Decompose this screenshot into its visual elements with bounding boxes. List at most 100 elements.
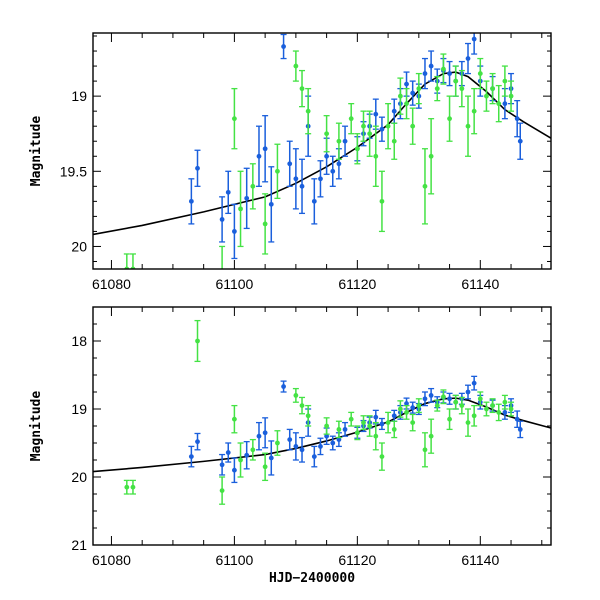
top-green-point — [434, 86, 440, 92]
bottom-green-point — [428, 433, 434, 439]
bottom-green-point — [231, 416, 237, 422]
bottom-blue-point — [268, 455, 274, 461]
bottom-green-point — [490, 403, 495, 408]
top-green-point — [471, 108, 477, 114]
top-y-tick-label: 20 — [71, 238, 87, 254]
top-green-point — [477, 71, 483, 76]
bottom-blue-point — [244, 452, 250, 458]
top-blue-point — [324, 153, 330, 159]
top-blue-point — [330, 168, 336, 174]
bottom-blue-point — [219, 462, 225, 468]
top-blue-point — [188, 198, 194, 204]
bottom-green-point — [397, 406, 403, 412]
bottom-green-point — [410, 420, 416, 425]
bottom-green-point — [496, 410, 502, 415]
bottom-blue-point — [379, 421, 385, 427]
bottom-green-point — [422, 447, 428, 453]
bottom-blue-point — [514, 416, 520, 422]
top-blue-point — [231, 229, 237, 234]
bottom-blue-point — [391, 413, 397, 419]
top-blue-point — [471, 36, 477, 42]
bottom-green-point — [484, 406, 489, 412]
bottom-green-point — [275, 440, 280, 446]
bottom-green-point — [354, 430, 360, 436]
top-blue-point — [447, 71, 452, 76]
top-green-point — [361, 123, 366, 129]
bottom-blue-point — [281, 384, 286, 389]
bottom-green-point — [324, 423, 330, 429]
top-green-point — [502, 78, 508, 84]
top-green-point — [379, 198, 385, 204]
top-blue-point — [219, 216, 225, 222]
top-green-point — [305, 108, 311, 114]
top-green-point — [354, 146, 360, 152]
top-blue-point — [244, 195, 250, 201]
top-blue-point — [225, 189, 231, 195]
top-green-point — [367, 131, 373, 137]
bottom-blue-point — [287, 437, 293, 442]
top-blue-point — [311, 198, 317, 204]
bottom-green-point — [299, 403, 305, 408]
bottom-y-tick-label: 21 — [71, 537, 87, 553]
bottom-green-point — [305, 413, 311, 419]
bottom-green-point — [367, 423, 373, 429]
bottom-green-point — [124, 484, 130, 490]
top-green-point — [441, 66, 446, 72]
bottom-x-tick-label: 61080 — [92, 552, 131, 568]
top-green-point — [336, 138, 342, 144]
bottom-green-point — [238, 457, 243, 463]
top-blue-point — [262, 146, 268, 152]
bottom-blue-point — [324, 433, 330, 439]
top-green-point — [508, 93, 514, 99]
top-y-tick-label: 19.5 — [60, 163, 87, 179]
bottom-blue-point — [342, 427, 348, 432]
bottom-blue-point — [299, 447, 305, 453]
bottom-blue-point — [256, 433, 262, 439]
top-green-point — [397, 93, 403, 99]
bottom-blue-point — [502, 410, 508, 415]
bottom-blue-point — [195, 439, 200, 445]
bottom-x-axis-title: HJD−2400000 — [269, 571, 355, 586]
top-blue-point — [287, 161, 293, 167]
top-green-point — [404, 101, 409, 107]
bottom-blue-point — [422, 396, 428, 402]
top-y-axis-title: Magnitude — [29, 116, 44, 187]
top-green-point — [453, 78, 459, 84]
bottom-green-point — [262, 464, 268, 470]
bottom-green-point — [385, 420, 391, 425]
top-green-point — [238, 206, 243, 212]
bottom-green-point — [219, 488, 225, 493]
top-green-point — [385, 123, 391, 129]
bottom-green-point — [391, 427, 397, 432]
bottom-blue-point — [410, 405, 416, 411]
bottom-data-layer — [93, 319, 551, 505]
top-green-point — [459, 86, 465, 92]
bottom-green-point — [293, 393, 299, 398]
top-green-point — [490, 86, 495, 92]
bottom-blue-point — [336, 437, 342, 442]
top-blue-point — [391, 108, 397, 114]
bottom-green-point — [502, 399, 508, 405]
top-green-point — [465, 123, 471, 129]
bottom-green-point — [404, 410, 409, 415]
bottom-blue-point — [231, 467, 237, 473]
top-blue-point — [336, 161, 342, 167]
bottom-green-point — [195, 338, 200, 344]
top-blue-point — [342, 138, 348, 144]
bottom-y-tick-label: 19 — [71, 401, 87, 417]
bottom-blue-point — [225, 450, 231, 455]
top-panel: 61080 61100 61120 61140 19 19.5 20 Magnitude — [29, 32, 552, 292]
top-blue-point — [404, 81, 409, 87]
top-green-point — [391, 138, 397, 144]
top-green-point — [324, 131, 330, 137]
top-x-tick-label: 61100 — [215, 276, 253, 292]
bottom-y-tick-label: 18 — [71, 333, 87, 349]
top-blue-point — [514, 116, 520, 122]
top-plot-frame — [92, 32, 552, 270]
bottom-y-tick-label: 20 — [71, 469, 87, 485]
top-green-point — [416, 86, 422, 92]
top-blue-point — [281, 44, 286, 49]
top-y-tick-label: 19 — [71, 88, 87, 104]
top-blue-point — [410, 90, 416, 96]
bottom-blue-point — [404, 401, 409, 406]
